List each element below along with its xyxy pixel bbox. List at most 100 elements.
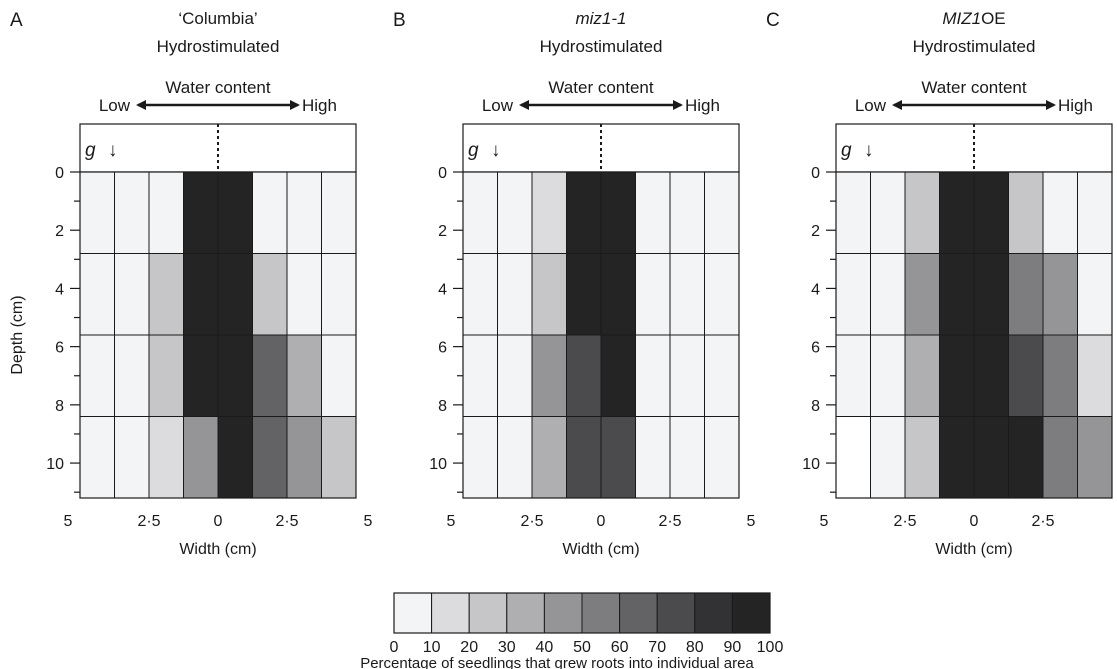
heatmap-cell: [497, 253, 533, 336]
heatmap-cell: [286, 171, 322, 254]
legend-tick-label: 50: [573, 639, 591, 656]
x-tick-label: 2·5: [520, 513, 543, 530]
x-tick-label: 2·5: [1031, 513, 1054, 530]
low-label: Low: [99, 96, 131, 115]
heatmap-cell: [835, 253, 871, 336]
heatmap-cell: [1008, 253, 1044, 336]
x-tick-label: 5: [820, 513, 829, 530]
heatmap-cell: [704, 171, 740, 254]
heatmap-cell: [973, 253, 1009, 336]
y-tick-label: 4: [811, 281, 820, 298]
legend-tick-label: 60: [611, 639, 629, 656]
heatmap-cell: [148, 171, 184, 254]
gravity-label: g: [841, 140, 852, 161]
heatmap-cell: [1077, 334, 1113, 417]
heatmap-cell: [252, 253, 288, 336]
legend-frame: [393, 592, 771, 634]
panel-title-line2: Hydrostimulated: [540, 37, 663, 56]
plot-frame: [462, 171, 740, 499]
legend-tick-label: 30: [498, 639, 516, 656]
y-tick-label: 2: [55, 223, 64, 240]
y-tick-label: 6: [55, 340, 64, 357]
heatmap-cell: [217, 416, 253, 499]
panel-title-line1: ‘Columbia’: [178, 9, 257, 28]
panels: A ‘Columbia’ Hydrostimulated Water content L…: [9, 9, 1113, 558]
heatmap-cell: [183, 171, 219, 254]
x-tick-label: 0: [214, 513, 223, 530]
x-tick-label: 2·5: [658, 513, 681, 530]
x-axis-label: Width (cm): [562, 541, 639, 558]
heatmap-cell: [252, 334, 288, 417]
heatmap-cell: [286, 334, 322, 417]
panel-title-italic: MIZ1: [942, 9, 981, 28]
legend-tick-label: 20: [460, 639, 478, 656]
heatmap-cell: [904, 253, 940, 336]
heatmap-cell: [939, 253, 975, 336]
high-label: High: [685, 96, 720, 115]
heatmap-cell: [114, 171, 150, 254]
heatmap-cell: [704, 416, 740, 499]
y-tick-label: 6: [811, 340, 820, 357]
legend-swatch: [506, 592, 545, 634]
heatmap-cell: [531, 253, 567, 336]
y-tick-label: 4: [55, 281, 64, 298]
low-label: Low: [482, 96, 514, 115]
heatmap-cell: [1077, 253, 1113, 336]
heatmap-cell: [1042, 253, 1078, 336]
heatmap-cell: [1042, 416, 1078, 499]
y-tick-label: 10: [802, 456, 820, 473]
heatmap-cells: [462, 171, 740, 499]
heatmap-cell: [600, 253, 636, 336]
heatmap-cell: [114, 334, 150, 417]
heatmap-cell: [939, 171, 975, 254]
heatmap-cell: [217, 253, 253, 336]
heatmap-cell: [669, 416, 705, 499]
heatmap-cell: [973, 334, 1009, 417]
heatmap-cells: [835, 171, 1113, 499]
gravity-arrow-icon: ↓: [491, 140, 501, 161]
heatmap-cell: [704, 334, 740, 417]
heatmap-cell: [566, 416, 602, 499]
heatmap-cell: [217, 334, 253, 417]
legend-label: Percentage of seedlings that grew roots …: [360, 655, 754, 669]
heatmap-cell: [286, 253, 322, 336]
x-axis-label: Width (cm): [935, 541, 1012, 558]
x-axis-label: Width (cm): [179, 541, 256, 558]
heatmap-cell: [635, 334, 671, 417]
y-tick-label: 2: [811, 223, 820, 240]
heatmap-cell: [148, 416, 184, 499]
panel-letter: A: [10, 10, 23, 31]
x-tick-label: 2·5: [137, 513, 160, 530]
heatmap-cell: [1042, 334, 1078, 417]
heatmap-cell: [114, 416, 150, 499]
y-tick-label: 8: [55, 398, 64, 415]
heatmap-cell: [870, 416, 906, 499]
x-tick-label: 5: [364, 513, 373, 530]
heatmap-cell: [870, 253, 906, 336]
y-tick-label: 2: [438, 223, 447, 240]
heatmap-cell: [497, 416, 533, 499]
heatmap-cell: [79, 171, 115, 254]
panel-letter: B: [393, 10, 406, 31]
gravity-arrow-icon: ↓: [108, 140, 118, 161]
heatmap-cell: [835, 171, 871, 254]
heatmap-cell: [531, 416, 567, 499]
heatmap-cell: [183, 334, 219, 417]
x-tick-label: 0: [970, 513, 979, 530]
legend-swatch: [581, 592, 621, 634]
legend-swatch: [431, 592, 470, 634]
x-tick-label: 5: [64, 513, 73, 530]
heatmap-cell: [462, 253, 498, 336]
y-tick-label: 0: [811, 165, 820, 182]
legend-swatch: [468, 592, 508, 634]
y-tick-label: 4: [438, 281, 447, 298]
heatmap-cell: [286, 416, 322, 499]
plot-frame: [79, 171, 357, 499]
legend-swatch: [393, 592, 433, 634]
heatmap-cell: [904, 334, 940, 417]
plot-frame: [835, 171, 1113, 499]
heatmap-cell: [462, 171, 498, 254]
